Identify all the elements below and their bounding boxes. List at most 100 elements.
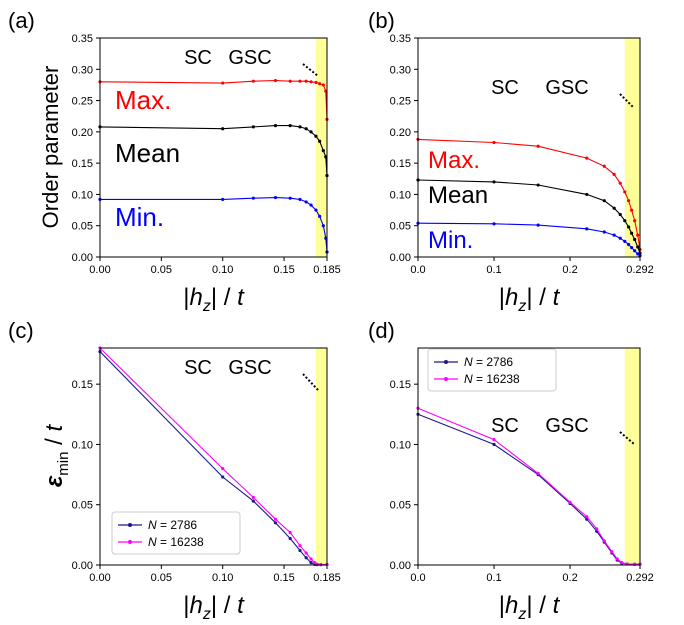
legend-marker — [128, 540, 132, 544]
legend-marker — [444, 360, 448, 364]
legend-box — [427, 348, 557, 392]
gsc-region-band — [624, 348, 640, 565]
data-point — [602, 199, 606, 203]
y-tick-label: 0.10 — [390, 439, 411, 451]
x-tick-label: 0.2 — [562, 264, 577, 276]
panel-letter: (d) — [368, 318, 395, 343]
data-point — [615, 557, 619, 561]
series-label: Min. — [428, 227, 473, 254]
data-point — [273, 124, 278, 128]
y-tick-label: 0.00 — [72, 252, 93, 264]
data-point — [309, 557, 313, 561]
data-point — [623, 239, 627, 243]
data-point — [321, 83, 325, 87]
data-point — [602, 230, 606, 234]
data-point — [304, 556, 308, 560]
gsc-label: GSC — [228, 357, 271, 379]
y-tick-label: 0.05 — [72, 500, 93, 512]
data-point — [626, 199, 631, 203]
data-point — [251, 495, 255, 500]
data-point — [612, 233, 616, 237]
x-tick-label: 0.05 — [151, 572, 172, 584]
data-point — [536, 183, 540, 187]
panel-b: (b) 0.0 0.1 0.2 0.292 0.00 0.05 0.10 0.15 0.20 0.2… — [368, 8, 654, 315]
data-point — [633, 237, 637, 242]
data-point — [321, 149, 325, 153]
plot-frame — [417, 347, 641, 566]
series-line — [417, 407, 641, 565]
data-point — [626, 225, 631, 229]
y-tick-label: 0.35 — [72, 33, 93, 45]
data-point — [612, 206, 616, 210]
data-point — [273, 521, 278, 525]
data-point — [221, 475, 225, 479]
y-tick-label: 0.05 — [390, 500, 411, 512]
x-tick-label: 0.15 — [273, 264, 294, 276]
data-point — [288, 536, 292, 541]
data-point — [298, 125, 302, 129]
data-point — [630, 231, 634, 235]
y-tick-label: 0.15 — [72, 158, 93, 170]
data-point — [492, 442, 496, 447]
gsc-label: GSC — [545, 415, 588, 437]
y-axis-label-bottom: εmin / t — [41, 424, 72, 488]
data-point — [304, 551, 308, 555]
panel-letter: (a) — [8, 8, 35, 33]
data-point — [536, 223, 540, 227]
x-tick-label: 0.0 — [410, 264, 425, 276]
x-axis-label: |hz| / t — [499, 592, 561, 623]
gsc-indicator — [619, 431, 635, 445]
data-point — [318, 139, 322, 143]
y-tick-label: 0.15 — [390, 158, 411, 170]
data-point — [288, 79, 292, 83]
data-point — [585, 515, 589, 519]
x-tick-label: 0.10 — [212, 264, 233, 276]
legend: N = 2786 N = 16238 — [427, 348, 557, 392]
legend: N = 2786 N = 16238 — [111, 511, 241, 555]
data-point — [251, 196, 255, 200]
series-label: Mean — [115, 138, 180, 168]
y-tick-label: 0.05 — [390, 221, 411, 233]
panel-d: (d) 0.0 0.1 0.2 0.292 0.00 0.05 0.10 0.15 SC GSC N … — [368, 318, 654, 623]
data-point — [309, 560, 313, 565]
data-point — [314, 134, 318, 138]
x-tick-label: 0.292 — [626, 264, 654, 276]
data-point — [536, 144, 540, 148]
data-point — [318, 82, 322, 86]
data-point — [318, 214, 322, 218]
data-point — [492, 222, 496, 226]
data-point — [636, 245, 640, 249]
data-point — [595, 527, 599, 531]
data-point — [273, 78, 278, 83]
data-point — [585, 227, 589, 231]
data-point — [618, 236, 622, 240]
x-tick-label: 0.2 — [562, 572, 577, 584]
x-tick-label: 0.0 — [410, 572, 425, 584]
sc-label: SC — [184, 357, 212, 379]
data-point — [623, 219, 627, 223]
series-line — [417, 413, 641, 565]
data-point — [633, 249, 637, 253]
panel-letter: (b) — [368, 8, 395, 33]
data-point — [309, 130, 313, 134]
y-tick-label: 0.20 — [72, 127, 93, 139]
data-point — [636, 252, 640, 256]
gsc-label: GSC — [228, 47, 271, 69]
x-axis-label: |hz| / t — [499, 284, 561, 315]
data-point — [321, 224, 325, 228]
panel-a: (a) 0.00 0.05 0.10 0.15 0.185 0.00 0.05 0.10 0.15… — [8, 8, 341, 315]
plot-frame — [417, 37, 641, 258]
sc-label: SC — [491, 415, 519, 437]
x-axis-label: |hz| / t — [183, 592, 245, 623]
data-point — [304, 79, 308, 83]
data-point — [620, 560, 624, 565]
y-tick-label: 0.30 — [390, 64, 411, 76]
x-tick-label: 0.185 — [313, 572, 341, 584]
data-point — [612, 172, 616, 177]
data-point — [298, 544, 302, 548]
data-point — [602, 539, 606, 543]
x-tick-label: 0.292 — [626, 572, 654, 584]
data-point — [221, 466, 225, 471]
y-tick-label: 0.25 — [390, 96, 411, 108]
